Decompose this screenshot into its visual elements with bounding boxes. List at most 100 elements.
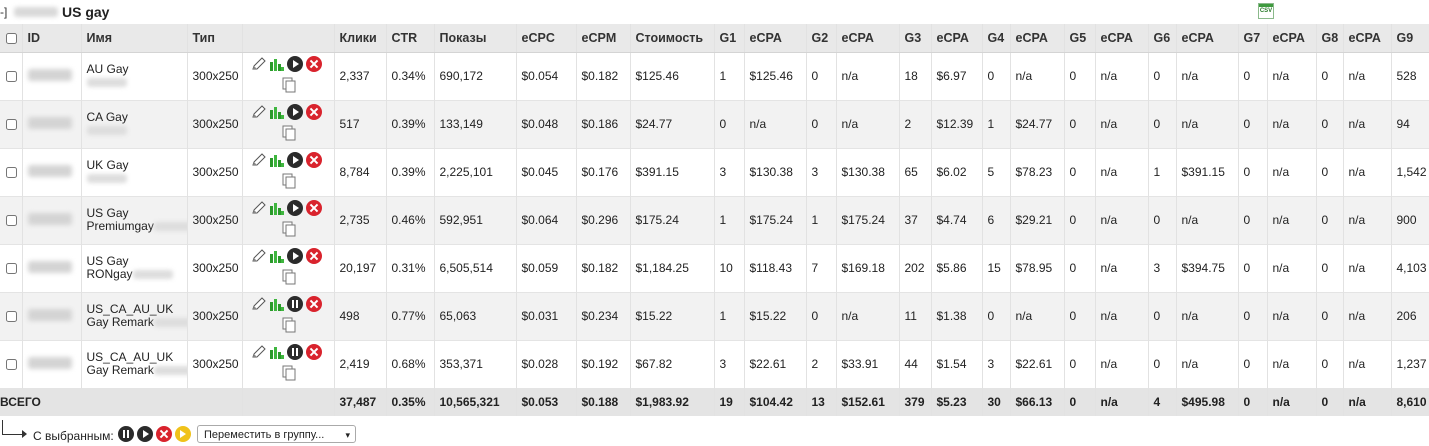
row-checkbox[interactable] (6, 359, 17, 371)
play-icon[interactable] (286, 56, 303, 72)
campaign-name-cell[interactable]: UK Gay (81, 148, 188, 196)
campaign-name[interactable]: AU Gay (86, 62, 129, 76)
column-header[interactable]: eCPA (1176, 24, 1239, 53)
campaign-name-cell[interactable]: CA Gay (81, 100, 188, 148)
row-checkbox[interactable] (6, 119, 17, 131)
column-header[interactable]: CTR (386, 24, 435, 53)
copy-icon[interactable] (281, 365, 297, 381)
campaign-name[interactable]: UK Gay (86, 158, 129, 172)
column-header[interactable]: G1 (714, 24, 745, 53)
campaign-name-cell[interactable]: US_CA_AU_UK Gay Remark (81, 340, 188, 388)
select-all-checkbox[interactable] (6, 32, 17, 44)
pencil-icon[interactable] (251, 152, 267, 168)
row-checkbox[interactable] (6, 167, 17, 179)
pencil-icon[interactable] (251, 248, 267, 264)
delete-icon[interactable] (305, 296, 322, 312)
row-select-cell[interactable] (0, 100, 23, 148)
chart-icon[interactable] (269, 200, 285, 216)
column-header[interactable]: eCPA (1267, 24, 1317, 53)
group-collapse-toggle[interactable]: -] (0, 5, 8, 19)
column-header[interactable]: G9 (1391, 24, 1429, 53)
row-select-cell[interactable] (0, 244, 23, 292)
delete-icon[interactable] (305, 152, 322, 168)
campaign-name[interactable]: US_CA_AU_UK (86, 302, 174, 316)
column-header[interactable]: Имя (81, 24, 188, 53)
move-to-group-select[interactable]: Переместить в группу... ▾ (197, 425, 356, 443)
copy-icon[interactable] (281, 269, 297, 285)
delete-icon[interactable] (305, 104, 322, 120)
column-header[interactable]: G8 (1316, 24, 1344, 53)
column-header[interactable]: G2 (806, 24, 837, 53)
pencil-icon[interactable] (251, 344, 267, 360)
pencil-icon[interactable] (251, 56, 267, 72)
row-select-cell[interactable] (0, 196, 23, 244)
column-header[interactable]: ID (22, 24, 82, 53)
column-header[interactable]: eCPA (931, 24, 983, 53)
column-header[interactable]: Тип (187, 24, 243, 53)
row-select-cell[interactable] (0, 148, 23, 196)
play-icon[interactable] (286, 248, 303, 264)
row-checkbox[interactable] (6, 215, 17, 227)
copy-icon[interactable] (281, 221, 297, 237)
bulk-resume-icon[interactable] (175, 426, 191, 442)
actions-cell (242, 244, 335, 292)
chart-icon[interactable] (269, 344, 285, 360)
row-checkbox[interactable] (6, 263, 17, 275)
column-header[interactable]: Стоимость (630, 24, 715, 53)
play-icon[interactable] (286, 152, 303, 168)
play-icon[interactable] (286, 104, 303, 120)
campaign-name[interactable]: US Gay (86, 254, 129, 268)
column-header[interactable]: Показы (434, 24, 517, 53)
column-header[interactable]: G5 (1064, 24, 1096, 53)
chart-icon[interactable] (269, 104, 285, 120)
pencil-icon[interactable] (251, 104, 267, 120)
copy-icon[interactable] (281, 173, 297, 189)
pause-icon[interactable] (286, 296, 303, 312)
play-icon[interactable] (286, 200, 303, 216)
chart-icon[interactable] (269, 248, 285, 264)
chart-icon[interactable] (269, 152, 285, 168)
campaign-name[interactable]: US_CA_AU_UK (86, 350, 174, 364)
cell-ecpa8: n/a (1343, 340, 1392, 388)
bulk-pause-icon[interactable] (118, 426, 134, 442)
campaign-name[interactable]: US Gay (86, 206, 129, 220)
delete-icon[interactable] (305, 56, 322, 72)
copy-icon[interactable] (281, 317, 297, 333)
delete-icon[interactable] (305, 344, 322, 360)
row-select-cell[interactable] (0, 292, 23, 340)
column-header[interactable]: Клики (334, 24, 387, 53)
column-header[interactable]: eCPA (1343, 24, 1392, 53)
column-header[interactable]: eCPA (1010, 24, 1065, 53)
campaign-name-cell[interactable]: US_CA_AU_UK Gay Remark (81, 292, 188, 340)
column-header[interactable]: eCPA (744, 24, 807, 53)
column-header[interactable]: G6 (1148, 24, 1177, 53)
copy-icon[interactable] (281, 125, 297, 141)
row-checkbox[interactable] (6, 71, 17, 83)
column-header[interactable]: eCPA (1095, 24, 1149, 53)
bulk-play-icon[interactable] (137, 426, 153, 442)
bulk-delete-icon[interactable] (156, 426, 172, 442)
row-select-cell[interactable] (0, 340, 23, 388)
copy-icon[interactable] (281, 77, 297, 93)
chart-icon[interactable] (269, 56, 285, 72)
campaign-name-cell[interactable]: US Gay RONgay (81, 244, 188, 292)
column-header[interactable]: eCPC (516, 24, 577, 53)
delete-icon[interactable] (305, 248, 322, 264)
pause-icon[interactable] (286, 344, 303, 360)
column-header[interactable]: G3 (899, 24, 932, 53)
pencil-icon[interactable] (251, 200, 267, 216)
delete-icon[interactable] (305, 200, 322, 216)
csv-icon[interactable]: CSV (1258, 3, 1274, 19)
select-all-cell[interactable] (0, 24, 23, 53)
column-header[interactable]: eCPM (576, 24, 631, 53)
campaign-name-cell[interactable]: US Gay Premiumgay (81, 196, 188, 244)
column-header[interactable]: G7 (1238, 24, 1268, 53)
column-header[interactable]: eCPA (836, 24, 900, 53)
chart-icon[interactable] (269, 296, 285, 312)
campaign-name-cell[interactable]: AU Gay (81, 52, 188, 100)
row-checkbox[interactable] (6, 311, 17, 323)
campaign-name[interactable]: CA Gay (86, 110, 128, 124)
row-select-cell[interactable] (0, 52, 23, 100)
pencil-icon[interactable] (251, 296, 267, 312)
column-header[interactable]: G4 (982, 24, 1011, 53)
